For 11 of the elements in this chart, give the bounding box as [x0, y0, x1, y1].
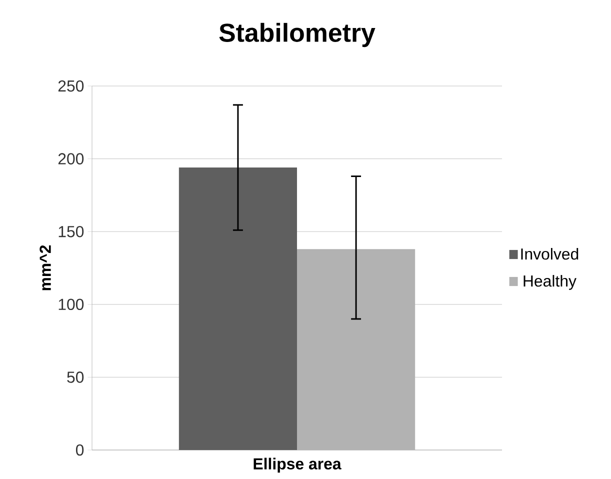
y-tick-label: 50	[67, 372, 84, 383]
y-tick-label: 100	[58, 298, 84, 310]
y-axis-title: mm^2	[40, 245, 51, 290]
legend-label: Involved	[521, 248, 578, 260]
y-tick-label: 0	[76, 444, 84, 456]
y-tick-label: 250	[58, 80, 84, 92]
x-tick-label: Ellipse area	[254, 458, 342, 473]
chart-title: Stabilometry	[219, 22, 376, 48]
y-tick-label: 200	[58, 153, 84, 164]
y-tick-label: 150	[58, 226, 84, 238]
legend-label: Healthy	[524, 274, 576, 290]
